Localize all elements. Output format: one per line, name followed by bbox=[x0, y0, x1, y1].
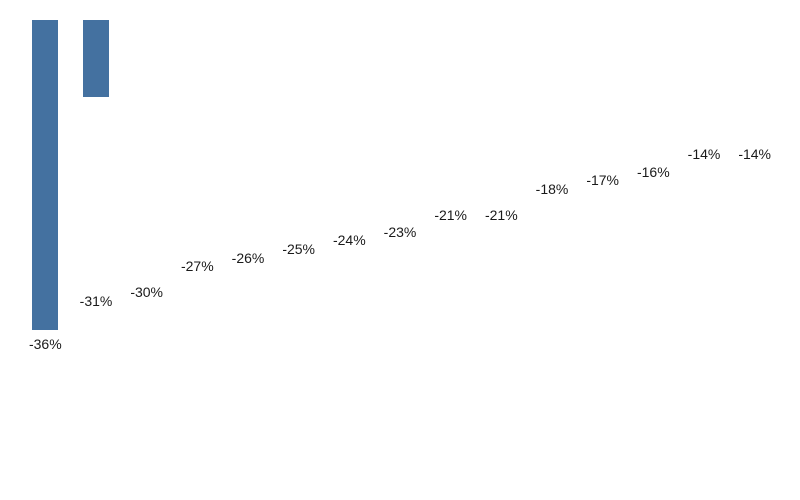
bar-value-label: -36% bbox=[29, 336, 62, 352]
bar-value-label: -21% bbox=[434, 207, 467, 223]
bar-value-label: -14% bbox=[688, 146, 721, 162]
bar-chart: -36% -31% -30% -27% -26% -25% -24% -23% -21% -21%… bbox=[0, 0, 800, 500]
bar-value-label: -14% bbox=[738, 146, 771, 162]
bar-value-label: -18% bbox=[536, 181, 569, 197]
bar-value-label: -21% bbox=[485, 207, 518, 223]
bar-value-label: -16% bbox=[637, 164, 670, 180]
bar-value-label: -30% bbox=[130, 284, 163, 300]
bar-value-label: -23% bbox=[384, 224, 417, 240]
plot-area: -36% -31% -30% -27% -26% -25% -24% -23% -21% -21%… bbox=[20, 20, 780, 450]
bar-value-label: -17% bbox=[586, 172, 619, 188]
bar-value-label: -25% bbox=[282, 241, 315, 257]
bar bbox=[83, 20, 109, 97]
bar-value-label: -27% bbox=[181, 258, 214, 274]
bar bbox=[32, 20, 58, 330]
bar-value-label: -31% bbox=[80, 293, 113, 309]
bar-value-label: -24% bbox=[333, 232, 366, 248]
bar-value-label: -26% bbox=[232, 250, 265, 266]
